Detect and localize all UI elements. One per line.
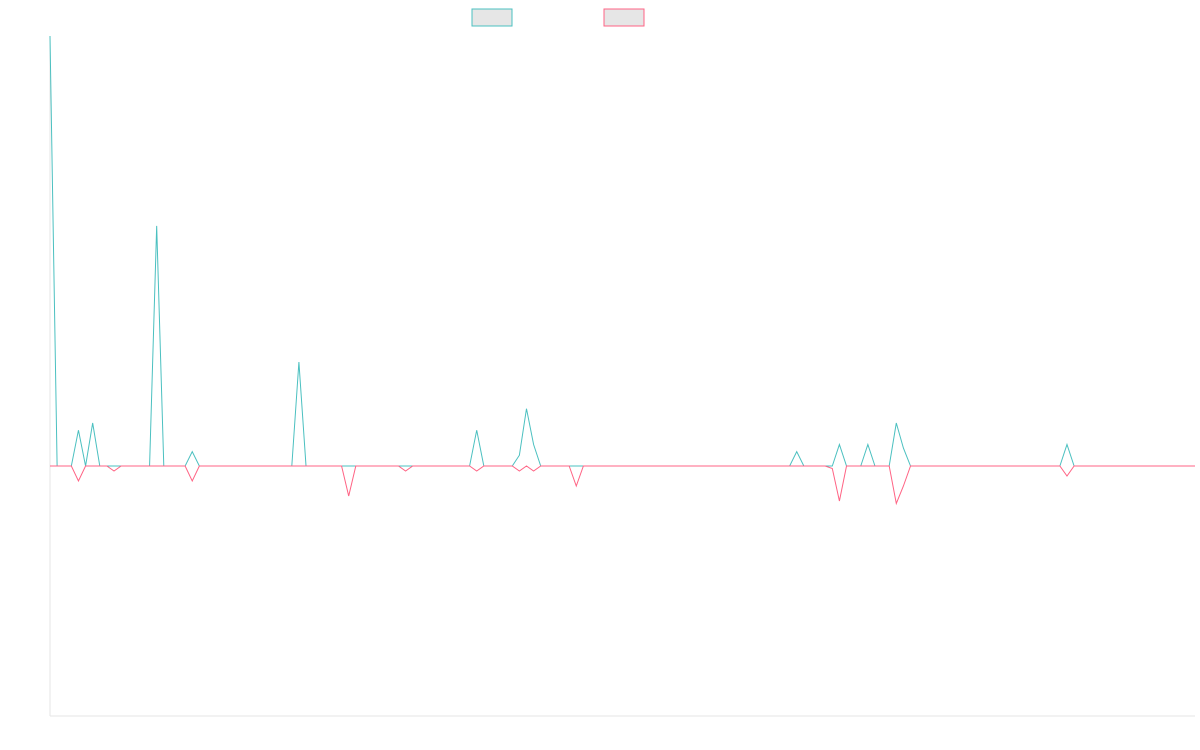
- axes: [49, 36, 1195, 717]
- legend: [471, 8, 645, 27]
- series-line-1: [49, 35, 1195, 467]
- legend-swatch-2[interactable]: [603, 8, 645, 27]
- series-line-2: [50, 465, 1195, 506]
- series-layer: [49, 35, 1195, 506]
- legend-swatch-1[interactable]: [471, 8, 513, 27]
